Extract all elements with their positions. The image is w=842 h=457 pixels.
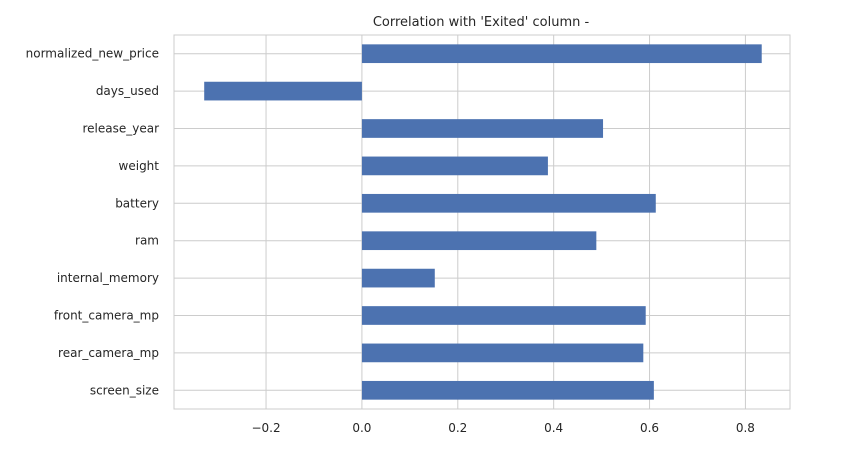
bar-front-camera-mp — [361, 306, 646, 325]
y-tick-label: front_camera_mp — [54, 309, 159, 323]
y-tick-label: normalized_new_price — [26, 47, 159, 61]
bar-screen-size — [361, 380, 654, 400]
bar-internal-memory — [361, 268, 435, 288]
x-tick-label: 0.6 — [640, 421, 659, 435]
bar-ram — [361, 231, 597, 251]
y-tick-label: weight — [119, 159, 160, 173]
chart-title: Correlation with 'Exited' column - — [373, 15, 590, 30]
bar-weight — [361, 156, 548, 176]
y-tick-label: internal_memory — [57, 271, 159, 285]
bars — [204, 44, 762, 400]
x-tick-labels: −0.2 0.0 0.2 0.4 0.6 0.8 — [251, 421, 754, 435]
y-tick-label: days_used — [96, 84, 159, 98]
y-tick-label: release_year — [82, 122, 159, 136]
x-tick-label: 0.8 — [736, 421, 755, 435]
y-tick-label: ram — [135, 234, 159, 248]
y-tick-label: rear_camera_mp — [58, 346, 159, 360]
y-tick-label: screen_size — [90, 383, 159, 397]
x-tick-label: 0.0 — [352, 421, 371, 435]
y-tick-labels: normalized_new_price days_used release_yea… — [26, 47, 160, 398]
bar-rear-camera-mp — [361, 343, 644, 363]
bar-release-year — [361, 119, 604, 138]
x-tick-label: 0.4 — [544, 421, 563, 435]
bar-days-used — [204, 81, 362, 101]
x-tick-label: 0.2 — [448, 421, 467, 435]
bar-battery — [361, 193, 656, 213]
bar-normalized-new-price — [361, 44, 762, 64]
y-tick-label: battery — [115, 196, 159, 210]
plot-frame — [173, 34, 791, 410]
x-tick-label: −0.2 — [251, 421, 280, 435]
